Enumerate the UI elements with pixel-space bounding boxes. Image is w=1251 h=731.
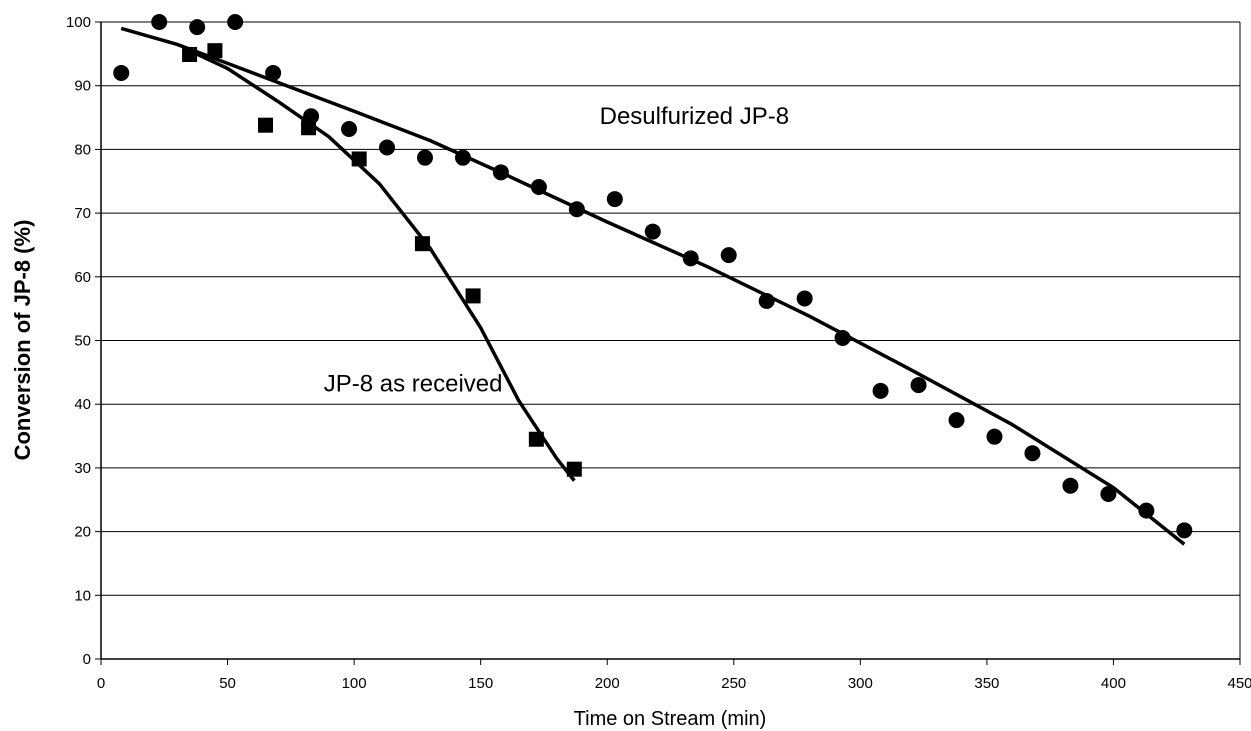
data-point-circle	[644, 223, 661, 240]
data-point-circle	[341, 121, 358, 138]
annotation-label: JP-8 as received	[324, 370, 503, 397]
x-tick-label: 250	[721, 675, 746, 692]
data-point-square	[182, 46, 198, 62]
data-point-circle	[454, 149, 471, 166]
data-point-circle	[1062, 477, 1079, 494]
data-point-circle	[379, 139, 396, 156]
data-point-circle	[796, 290, 813, 307]
data-point-circle	[720, 247, 737, 264]
y-tick-label: 60	[74, 269, 91, 286]
data-point-square	[566, 461, 582, 477]
trend-line-as-received	[188, 49, 576, 482]
x-axis-title: Time on Stream (min)	[574, 708, 767, 730]
y-tick-label: 50	[74, 333, 91, 350]
annotation-label: Desulfurized JP-8	[600, 103, 789, 130]
data-point-square	[528, 431, 544, 447]
x-tick-label: 400	[1101, 675, 1126, 692]
tick-labels: 0 10 20 30 40 50 60 70 80 90 100 0 50 100 150 200 250 300…	[66, 14, 1251, 692]
data-point-circle	[948, 412, 965, 429]
data-point-circle	[151, 14, 168, 30]
data-point-circle	[568, 201, 585, 218]
x-tick-label: 450	[1227, 675, 1251, 692]
data-point-square	[258, 117, 274, 133]
data-point-square	[351, 151, 367, 167]
y-tick-label: 90	[74, 78, 91, 95]
data-point-circle	[189, 19, 206, 36]
annotations: Desulfurized JP-8 JP-8 as received	[324, 103, 789, 398]
data-point-circle	[227, 14, 244, 30]
y-tick-label: 30	[74, 460, 91, 477]
y-tick-label: 40	[74, 396, 91, 413]
y-axis-title: Conversion of JP-8 (%)	[10, 220, 35, 461]
data-point-circle	[530, 178, 547, 195]
data-point-circle	[1024, 445, 1041, 462]
data-point-circle	[1100, 486, 1117, 503]
data-point-square	[207, 43, 223, 59]
data-point-circle	[682, 250, 699, 267]
data-point-circle	[1176, 522, 1193, 539]
data-point-circle	[758, 293, 775, 310]
data-points	[113, 14, 1193, 539]
y-tick-label: 80	[74, 141, 91, 158]
data-point-circle	[1138, 502, 1155, 519]
data-point-circle	[265, 64, 282, 81]
x-tick-label: 100	[342, 675, 367, 692]
trend-lines	[120, 26, 1186, 546]
x-tick-label: 350	[974, 675, 999, 692]
data-point-square	[465, 288, 481, 304]
y-tick-label: 0	[83, 651, 91, 668]
data-point-circle	[986, 428, 1003, 445]
y-tick-label: 10	[74, 587, 91, 604]
data-point-circle	[606, 191, 623, 208]
y-tick-label: 100	[66, 14, 91, 31]
data-point-square	[414, 236, 430, 252]
data-point-circle	[492, 164, 509, 181]
y-tick-label: 70	[74, 205, 91, 222]
x-tick-label: 50	[219, 675, 236, 692]
y-tick-label: 20	[74, 524, 91, 541]
data-point-circle	[834, 329, 851, 346]
data-point-circle	[113, 64, 130, 81]
x-tick-label: 0	[97, 675, 105, 692]
data-point-circle	[910, 377, 927, 394]
trend-line-desulfurized	[120, 26, 1186, 546]
x-tick-label: 150	[468, 675, 493, 692]
data-point-circle	[872, 382, 889, 399]
data-point-square	[301, 120, 317, 136]
x-tick-label: 300	[848, 675, 873, 692]
axes	[95, 21, 1241, 665]
data-point-circle	[416, 149, 433, 166]
x-tick-label: 200	[595, 675, 620, 692]
